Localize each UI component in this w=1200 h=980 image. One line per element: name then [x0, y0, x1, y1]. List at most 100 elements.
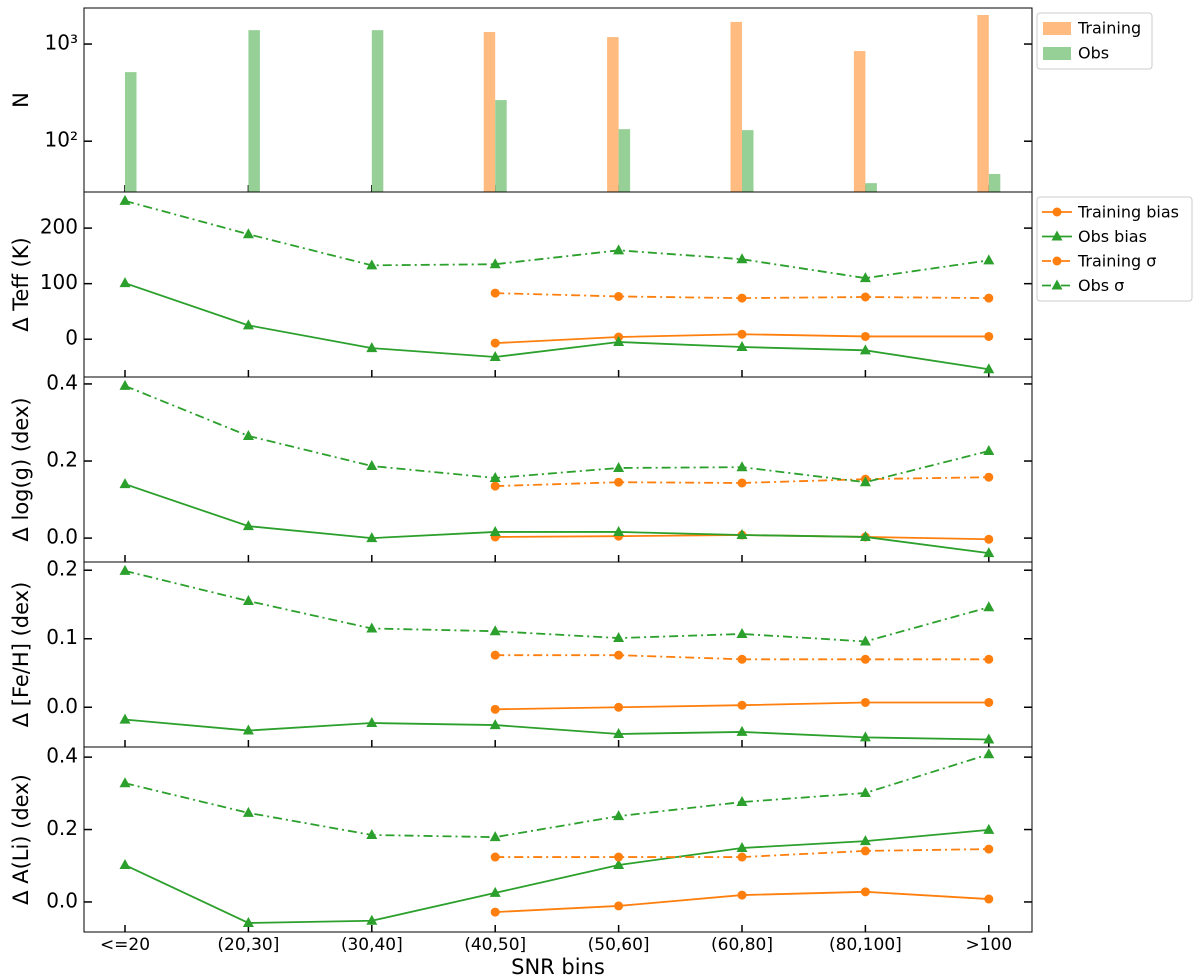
point	[490, 338, 500, 348]
point	[736, 842, 748, 853]
point	[984, 697, 994, 707]
point	[984, 844, 994, 854]
point	[859, 835, 871, 846]
point	[984, 331, 994, 341]
bar	[125, 72, 137, 192]
point	[613, 525, 625, 536]
point	[119, 379, 131, 390]
point	[366, 622, 378, 633]
point	[737, 478, 747, 488]
point	[984, 472, 994, 482]
point	[489, 886, 501, 897]
point	[242, 806, 254, 817]
series-line	[124, 829, 989, 924]
point	[736, 725, 748, 736]
legend-label: Training	[1077, 19, 1141, 38]
y-axis-label: Δ Teff (K)	[9, 237, 33, 332]
legend-swatch	[1043, 47, 1071, 60]
point	[859, 530, 871, 541]
legend-marker	[1052, 207, 1062, 217]
point	[489, 258, 501, 269]
point	[860, 331, 870, 341]
point	[613, 244, 625, 255]
bar	[977, 15, 989, 193]
point	[737, 890, 747, 900]
y-tick-label: 0.1	[46, 625, 78, 649]
x-axis-label: SNR bins	[511, 955, 605, 979]
point	[490, 481, 500, 491]
point	[614, 702, 624, 712]
point	[859, 786, 871, 797]
point	[859, 635, 871, 646]
legend-marker	[1052, 256, 1062, 266]
y-tick-label: 0.2	[46, 448, 78, 472]
legend-label: Obs bias	[1078, 227, 1147, 246]
point	[736, 461, 748, 472]
point	[366, 717, 378, 728]
y-tick-label: 0	[65, 326, 78, 350]
point	[489, 525, 501, 536]
bar	[618, 129, 631, 192]
y-tick-label: 0.0	[46, 888, 78, 912]
legend-swatch	[1043, 22, 1071, 35]
plot-frame	[83, 376, 1033, 563]
point	[613, 632, 625, 643]
point	[983, 748, 995, 759]
point	[490, 650, 500, 660]
point	[490, 704, 500, 714]
point	[984, 293, 994, 303]
point	[984, 654, 994, 664]
point	[366, 259, 378, 270]
point	[119, 277, 131, 288]
point	[860, 887, 870, 897]
point	[984, 894, 994, 904]
point	[983, 547, 995, 558]
point	[737, 852, 747, 862]
point	[242, 724, 254, 735]
point	[860, 292, 870, 302]
point	[859, 476, 871, 487]
point	[613, 810, 625, 821]
bar	[607, 37, 619, 193]
series-line	[124, 570, 990, 643]
bar	[988, 173, 1001, 192]
x-tick-label: >100	[965, 935, 1012, 955]
point	[736, 529, 748, 540]
point	[859, 272, 871, 283]
point	[983, 823, 995, 834]
point	[736, 253, 748, 264]
x-tick-label: <=20	[100, 935, 150, 955]
x-tick-label: (50,60]	[588, 935, 650, 955]
y-tick-label: 100	[40, 270, 78, 294]
legend-box	[1036, 196, 1193, 302]
point	[736, 796, 748, 807]
point	[737, 329, 747, 339]
point	[860, 654, 870, 664]
point	[119, 777, 131, 788]
point	[366, 532, 378, 543]
point	[984, 534, 994, 544]
point	[614, 650, 624, 660]
point	[242, 595, 254, 606]
point	[613, 461, 625, 472]
point	[983, 254, 995, 265]
x-tick-label: (80,100]	[829, 935, 902, 955]
point	[242, 916, 254, 927]
x-tick-label: (20,30]	[217, 935, 279, 955]
point	[489, 471, 501, 482]
point	[860, 846, 870, 856]
point	[614, 901, 624, 911]
y-axis-label: Δ [Fe/H] (dex)	[9, 582, 33, 728]
point	[737, 654, 747, 664]
y-tick-label: 0.4	[46, 370, 78, 394]
point	[736, 627, 748, 638]
point	[490, 288, 500, 298]
point	[119, 478, 131, 489]
point	[490, 907, 500, 917]
y-tick-label: 0.0	[46, 694, 78, 718]
point	[489, 351, 501, 361]
series-line	[495, 848, 989, 858]
bar	[742, 130, 754, 192]
point	[983, 733, 995, 744]
point	[119, 713, 131, 724]
